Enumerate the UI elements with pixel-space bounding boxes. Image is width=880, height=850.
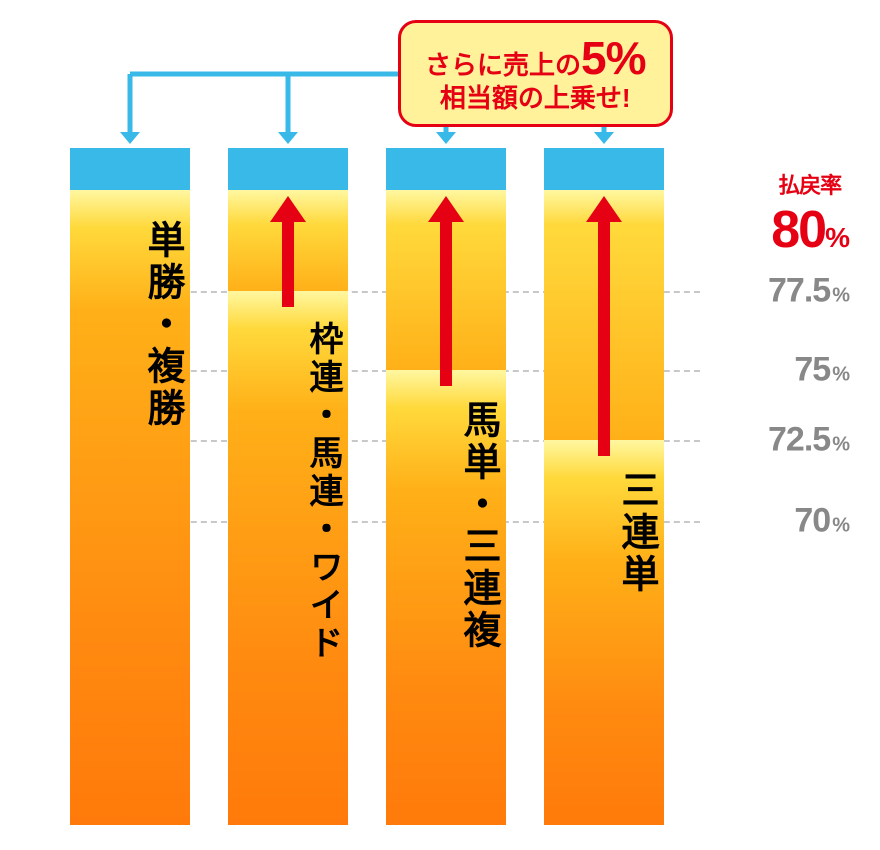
bonus-arrow-icon — [424, 196, 468, 390]
callout-line2: 相当額の上乗せ! — [425, 84, 646, 113]
payout-rate-pct: % — [825, 222, 848, 253]
bar: 馬単・三連複 — [386, 148, 506, 825]
bar-label: 三連単 — [544, 470, 664, 596]
gridline-label: 70% — [794, 502, 850, 541]
gridline-label: 77.5% — [768, 272, 850, 311]
bar-label: 単勝・複勝 — [70, 220, 190, 430]
bar-label: 馬単・三連複 — [386, 400, 506, 652]
callout-line1-big: 5% — [581, 32, 645, 84]
gridline-label: 72.5% — [768, 421, 850, 460]
bar-cap — [544, 148, 664, 190]
bar: 枠連・馬連・ワイド — [228, 148, 348, 825]
bonus-callout: さらに売上の5% 相当額の上乗せ! — [398, 20, 673, 127]
payout-rate-label: 払戻率 80% — [771, 168, 848, 260]
bar: 単勝・複勝 — [70, 148, 190, 825]
bar-cap — [228, 148, 348, 190]
bar-cap — [70, 148, 190, 190]
bonus-arrow-icon — [582, 196, 626, 460]
payout-rate-title: 払戻率 — [771, 168, 848, 200]
bar: 三連単 — [544, 148, 664, 825]
callout-line1-pre: さらに売上の — [425, 50, 581, 80]
gridline-label: 75% — [794, 351, 850, 390]
bonus-arrow-icon — [266, 196, 310, 311]
bar-cap — [386, 148, 506, 190]
payout-rate-chart: 払戻率 80% さらに売上の5% 相当額の上乗せ! 77.5% 75% 72.5% 7… — [0, 0, 880, 850]
bar-label: 枠連・馬連・ワイド — [228, 321, 348, 663]
payout-rate-value: 80 — [771, 201, 825, 259]
